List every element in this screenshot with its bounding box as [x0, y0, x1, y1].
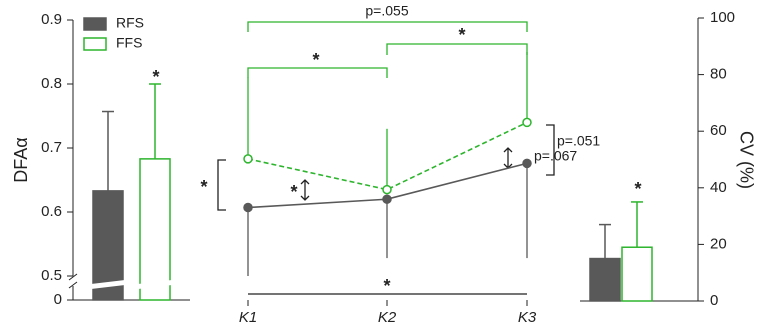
annotation: p=.067 — [534, 148, 577, 164]
series-point — [382, 184, 392, 195]
cv-bar — [589, 257, 621, 302]
y2-tick-label: 20 — [710, 235, 727, 252]
annotation: p=.051 — [557, 133, 600, 149]
bar-break — [91, 280, 125, 289]
y-tick-label: 0.5 — [41, 267, 62, 284]
legend-label: FFS — [116, 35, 142, 51]
y-tick-label: 0.7 — [41, 139, 62, 156]
y2-tick-label: 80 — [710, 66, 727, 83]
y2-tick-label: 100 — [710, 9, 735, 26]
brackets — [217, 21, 555, 295]
annotation: * — [200, 177, 207, 197]
y2-tick-label: 60 — [710, 122, 727, 139]
x-tick-label: K3 — [518, 309, 537, 326]
annotation: * — [458, 25, 465, 45]
y-tick-label: 0.9 — [41, 11, 62, 28]
y2-axis-label: CV (%) — [736, 131, 756, 189]
y-tick-label: 0.6 — [41, 203, 62, 220]
legend-swatch — [83, 17, 107, 31]
dfa-bar — [139, 158, 171, 301]
annotation: * — [290, 182, 297, 202]
annotation: * — [634, 179, 641, 199]
cv-bar — [621, 246, 653, 302]
x-tick-label: K1 — [239, 309, 257, 326]
y2-tick-label: 40 — [710, 179, 727, 196]
x-tick-label: K2 — [378, 309, 397, 326]
y-axis-label: DFAα — [11, 137, 31, 182]
bar-break — [138, 280, 172, 289]
legend-label: RFS — [116, 15, 144, 31]
y-tick-label: 0 — [54, 291, 62, 308]
series-point — [522, 117, 532, 128]
series-point — [382, 194, 392, 204]
annotation: * — [383, 276, 390, 296]
annotation: * — [152, 67, 159, 87]
series-point — [522, 158, 532, 169]
legend-swatch — [83, 37, 107, 51]
series-point — [243, 202, 253, 213]
y-tick-label: 0.8 — [41, 75, 62, 92]
y2-tick-label: 0 — [710, 292, 718, 309]
annotation: * — [312, 50, 319, 70]
series-point — [243, 154, 253, 164]
annotation: p=.055 — [365, 3, 408, 19]
